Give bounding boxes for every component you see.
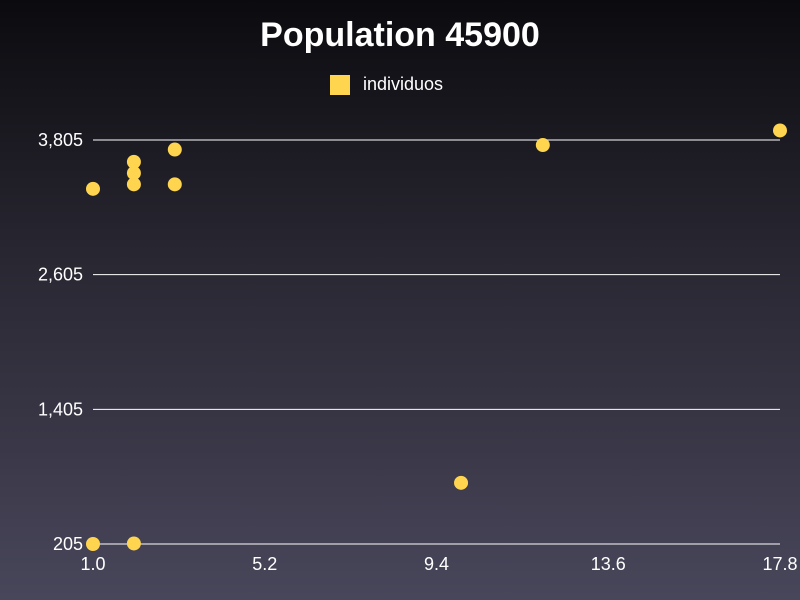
x-tick-label: 17.8 <box>762 554 797 574</box>
x-tick-label: 1.0 <box>80 554 105 574</box>
data-point[interactable] <box>454 475 469 490</box>
x-tick-label: 13.6 <box>591 554 626 574</box>
y-tick-label: 205 <box>53 534 83 554</box>
data-point[interactable] <box>167 177 182 192</box>
legend-swatch <box>330 75 350 95</box>
chart-title: Population 45900 <box>260 16 540 54</box>
data-point[interactable] <box>86 537 100 551</box>
data-point[interactable] <box>126 166 141 181</box>
y-tick-label: 2,605 <box>38 265 83 285</box>
x-tick-label: 5.2 <box>252 554 277 574</box>
data-point[interactable] <box>126 536 141 551</box>
data-point[interactable] <box>86 181 100 196</box>
data-point[interactable] <box>167 142 182 157</box>
y-axis-ticks: 205 1,405 2,605 3,805 <box>38 130 83 554</box>
y-tick-label: 1,405 <box>38 399 83 419</box>
data-point[interactable] <box>126 154 141 169</box>
data-points <box>86 123 787 551</box>
x-axis-ticks: 1.0 5.2 9.4 13.6 17.8 <box>80 554 797 574</box>
data-point[interactable] <box>126 177 141 192</box>
x-tick-label: 9.4 <box>424 554 449 574</box>
legend-label: individuos <box>363 74 443 94</box>
data-point[interactable] <box>535 138 550 153</box>
data-point[interactable] <box>773 123 787 138</box>
y-tick-label: 3,805 <box>38 130 83 150</box>
legend: individuos <box>330 74 443 95</box>
gridlines <box>93 139 780 545</box>
